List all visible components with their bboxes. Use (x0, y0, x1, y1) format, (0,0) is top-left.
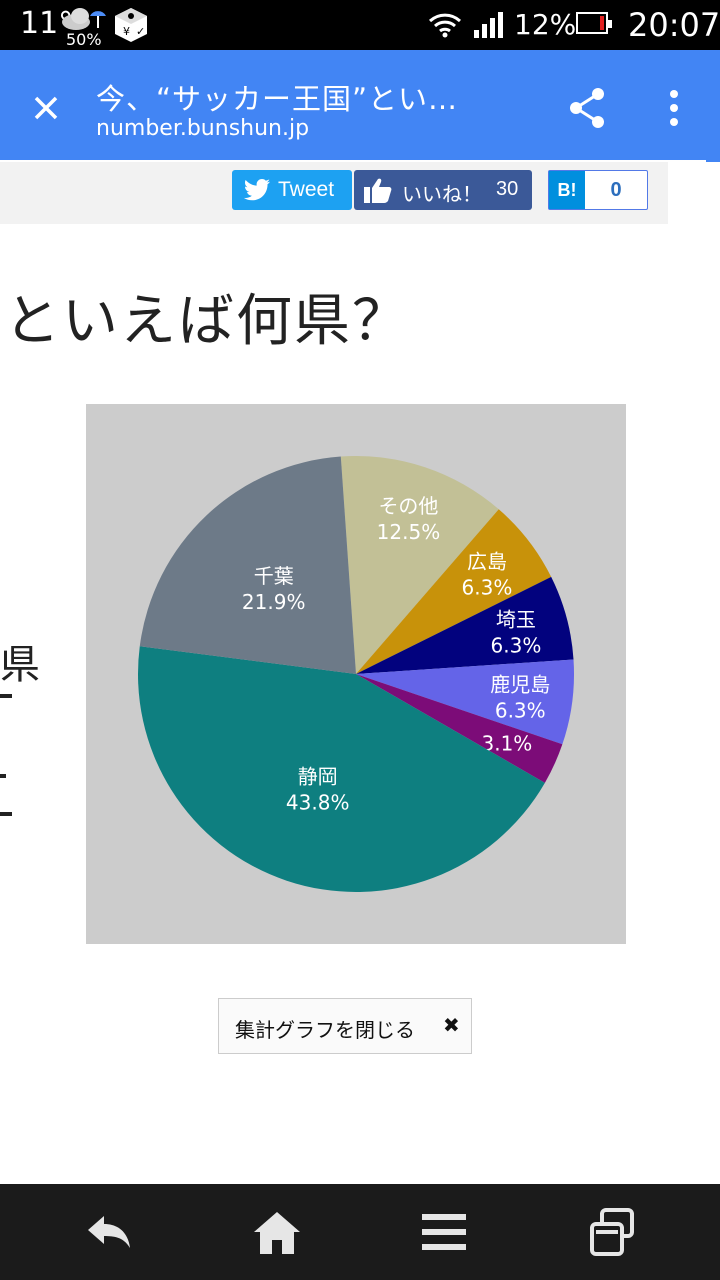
battery-icon (576, 12, 612, 34)
close-graph-button[interactable]: 集計グラフを閉じる ✖ (218, 998, 472, 1054)
share-icon[interactable] (566, 86, 610, 130)
home-icon[interactable] (252, 1208, 302, 1258)
hatena-count: 0 (610, 179, 622, 201)
close-icon: ✖ (443, 1013, 460, 1037)
pie-label: 静岡 (298, 765, 338, 789)
pie-value-label: 21.9% (242, 590, 306, 614)
progress-edge (706, 156, 720, 162)
pie-slice-広島 (356, 509, 552, 674)
article-heading: といえば何県？ (4, 289, 410, 354)
pie-chart: その他 12.5% 広島 6.3% 埼玉 6.3% 鹿児島 6.3% 3.1% 静岡 43.8% 千葉… (86, 404, 626, 944)
windows-icon[interactable] (588, 1208, 638, 1258)
menu-icon[interactable] (420, 1208, 470, 1258)
like-button[interactable]: いいね！ 30 (354, 170, 532, 210)
pie-slice-千葉 (139, 456, 356, 674)
back-icon[interactable] (84, 1208, 134, 1258)
signal-icon (474, 12, 503, 38)
pie-label: 千葉 (254, 564, 294, 588)
cut-off-text: ー (0, 694, 12, 698)
close-icon[interactable] (26, 88, 66, 128)
cut-off-text: ー (0, 812, 12, 816)
more-options-icon[interactable] (664, 86, 684, 130)
svg-text:¥: ¥ (123, 25, 130, 38)
twitter-bird-icon (244, 179, 270, 201)
battery-percent: 12% (514, 8, 577, 41)
pie-value-label: 12.5% (377, 520, 441, 544)
pie-slice-静岡 (138, 646, 545, 892)
pie-value-label: 6.3% (491, 634, 542, 658)
tweet-button[interactable]: Tweet (232, 170, 352, 210)
page-url: number.bunshun.jp (96, 116, 310, 141)
svg-text:✓: ✓ (136, 25, 145, 38)
pie-value-label: 6.3% (462, 576, 513, 600)
wifi-icon (428, 13, 462, 38)
pie-slice-unlabeled (356, 674, 563, 783)
pie-label: その他 (378, 494, 438, 518)
pie-label: 埼玉 (496, 608, 536, 632)
pie-value-label: 43.8% (286, 791, 350, 815)
system-nav-bar (0, 1184, 720, 1280)
tool-app-icon: ¥ ✓ (115, 8, 147, 42)
pie-label: 鹿児島 (490, 673, 550, 697)
pie-value-label: 6.3% (495, 699, 546, 723)
hatena-bookmark-button[interactable]: B! 0 (548, 170, 648, 210)
close-graph-label: 集計グラフを閉じる (235, 1018, 415, 1042)
tweet-label: Tweet (278, 178, 335, 201)
pie-slice-鹿児島 (356, 659, 574, 745)
pie-slice-その他 (340, 456, 499, 674)
thumbs-up-icon (364, 178, 392, 203)
page-title: 今、“サッカー王国”とい… (96, 82, 459, 116)
rain-chance: 50% (66, 30, 102, 49)
cut-off-text: 県 (0, 642, 40, 688)
status-bar: 11° 50% ¥ ✓ 12% 20:07 (0, 0, 720, 50)
pie-chart-svg: その他12.5%広島6.3%埼玉6.3%鹿児島6.3%3.1%静岡43.8%千葉… (138, 456, 574, 892)
pie-label: 広島 (467, 550, 507, 574)
clock: 20:07 (628, 6, 720, 44)
cut-off-text (0, 774, 6, 778)
weather-cloud-umbrella-icon (62, 8, 106, 30)
browser-app-bar: 今、“サッカー王国”とい… number.bunshun.jp (0, 50, 720, 160)
like-label: いいね！ (402, 182, 482, 206)
hatena-icon: B! (549, 171, 585, 209)
pie-slice-埼玉 (356, 576, 574, 674)
like-count: 30 (496, 178, 519, 200)
